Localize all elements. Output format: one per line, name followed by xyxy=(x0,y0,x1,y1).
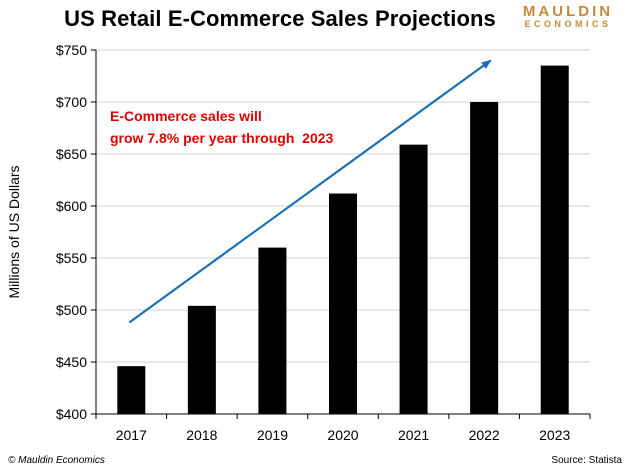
y-tick-label: $550 xyxy=(56,250,87,266)
source-footer: Source: Statista xyxy=(551,455,622,466)
y-tick-label: $700 xyxy=(56,94,87,110)
y-tick-label: $650 xyxy=(56,146,87,162)
y-tick-label: $400 xyxy=(56,406,87,422)
x-tick-label: 2017 xyxy=(116,427,147,443)
y-axis-ticks: $400 $450 $500 $550 $600 $650 $700 $750 xyxy=(56,42,96,422)
bar xyxy=(117,366,146,414)
bar xyxy=(258,247,287,414)
annotation-line-1: E-Commerce sales will xyxy=(110,108,262,124)
y-tick-label: $750 xyxy=(56,42,87,58)
bar xyxy=(187,305,216,414)
mauldin-economics-logo: MAULDIN ECONOMICS xyxy=(512,4,624,29)
bar xyxy=(470,102,499,414)
y-tick-label: $450 xyxy=(56,354,87,370)
bar xyxy=(329,193,357,414)
y-tick-label: $500 xyxy=(56,302,87,318)
x-tick-label: 2019 xyxy=(257,427,288,443)
x-tick-label: 2018 xyxy=(186,427,217,443)
x-tick-label: 2021 xyxy=(398,427,429,443)
bars xyxy=(117,65,569,414)
trend-arrow xyxy=(128,59,492,324)
chart-title: US Retail E-Commerce Sales Projections xyxy=(64,6,496,31)
x-tick-label: 2020 xyxy=(327,427,358,443)
copyright-footer: © Mauldin Economics xyxy=(8,455,105,466)
y-axis-label: Millions of US Dollars xyxy=(6,165,22,298)
logo-wordmark-bottom: ECONOMICS xyxy=(524,19,612,29)
y-tick-label: $600 xyxy=(56,198,87,214)
bar xyxy=(540,65,569,414)
annotation-line-2: grow 7.8% per year through 2023 xyxy=(110,130,334,146)
x-tick-label: 2023 xyxy=(539,427,570,443)
logo-wordmark-top: MAULDIN xyxy=(522,3,614,20)
bar xyxy=(399,144,428,414)
x-axis-ticks: 2017 2018 2019 2020 2021 2022 2023 xyxy=(95,414,591,443)
x-tick-label: 2022 xyxy=(469,427,500,443)
